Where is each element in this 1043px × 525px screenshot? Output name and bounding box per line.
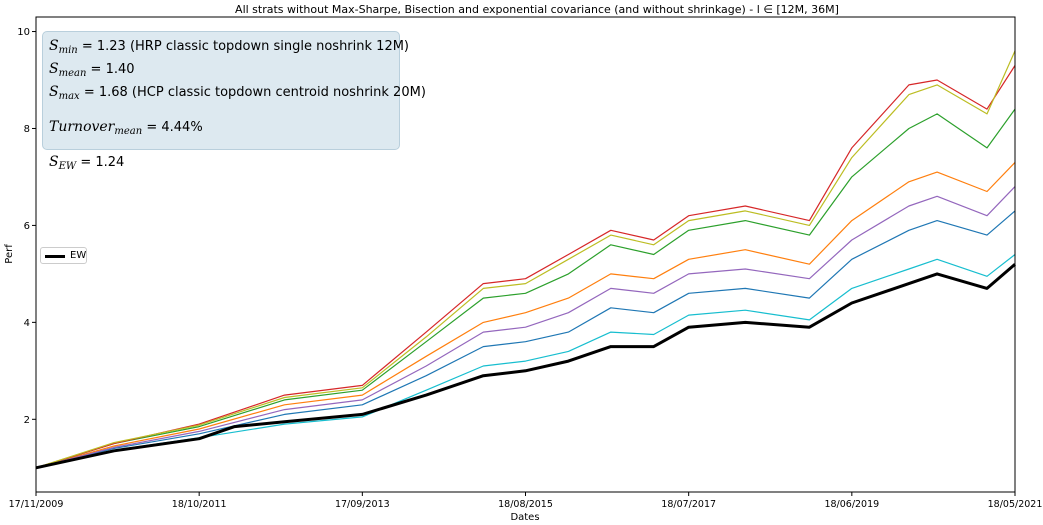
turnover-value: = 4.44%: [146, 120, 203, 135]
s-max-value: = 1.68 (HCP classic topdown centroid nos…: [83, 85, 426, 100]
x-tick-label: 18/10/2011: [172, 499, 227, 510]
series-line-3: [35, 108, 1016, 469]
s-mean-value: = 1.40: [90, 62, 135, 77]
series-line-1: [35, 210, 1016, 469]
y-axis-label: Perf: [4, 244, 15, 264]
series-layer: [35, 50, 1016, 470]
x-tick-label: 17/11/2009: [9, 499, 64, 510]
series-line-6: [35, 50, 1016, 469]
stats-annotation-box: Smin = 1.23 (HRP classic topdown single …: [42, 31, 426, 172]
axis-layer: 2 4 6 8 10 17/11/2009 18/10/2011 17/09/2013 18/0…: [9, 27, 1043, 510]
x-tick-label: 18/06/2019: [824, 499, 879, 510]
y-tick-label: 6: [24, 221, 30, 232]
x-tick-label: 18/05/2021: [988, 499, 1043, 510]
y-tick-label: 4: [24, 318, 30, 329]
series-line-ew: [35, 263, 1016, 470]
x-tick-label: 18/07/2017: [661, 499, 716, 510]
s-min-stat: Smin = 1.23 (HRP classic topdown single …: [49, 38, 409, 56]
ew-legend-swatch: [45, 255, 65, 258]
x-tick-label: 17/09/2013: [335, 499, 390, 510]
s-ew-value: = 1.24: [80, 155, 125, 170]
x-axis-label: Dates: [510, 512, 539, 523]
s-max-stat: Smax = 1.68 (HCP classic topdown centroi…: [49, 84, 426, 102]
turnover-stat: Turnovermean = 4.44%: [49, 119, 203, 137]
s-min-value: = 1.23 (HRP classic topdown single noshr…: [81, 39, 409, 54]
s-ew-stat: SEW = 1.24: [49, 154, 125, 172]
series-line-7: [35, 254, 1016, 469]
chart-title: All strats without Max-Sharpe, Bisection…: [235, 3, 839, 16]
ew-legend-label: EW: [70, 250, 87, 261]
chart-legend: EW: [40, 247, 87, 264]
y-tick-label: 10: [17, 27, 30, 38]
s-mean-stat: Smean = 1.40: [49, 61, 135, 79]
y-tick-label: 2: [24, 415, 30, 426]
x-tick-label: 18/08/2015: [498, 499, 553, 510]
series-line-4: [35, 65, 1016, 469]
series-line-2: [35, 161, 1016, 469]
series-line-5: [35, 186, 1016, 469]
y-tick-label: 8: [24, 124, 30, 135]
